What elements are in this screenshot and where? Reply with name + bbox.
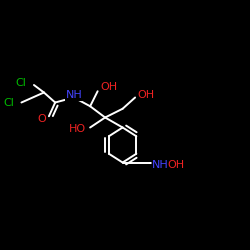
Text: Cl: Cl [16, 78, 26, 88]
Text: HO: HO [69, 124, 86, 134]
Text: O: O [37, 114, 46, 124]
Text: NH: NH [152, 160, 169, 170]
Text: NH: NH [66, 90, 82, 101]
Text: Cl: Cl [3, 98, 14, 108]
Text: OH: OH [168, 160, 185, 170]
Text: OH: OH [100, 82, 117, 92]
Text: OH: OH [138, 90, 155, 100]
